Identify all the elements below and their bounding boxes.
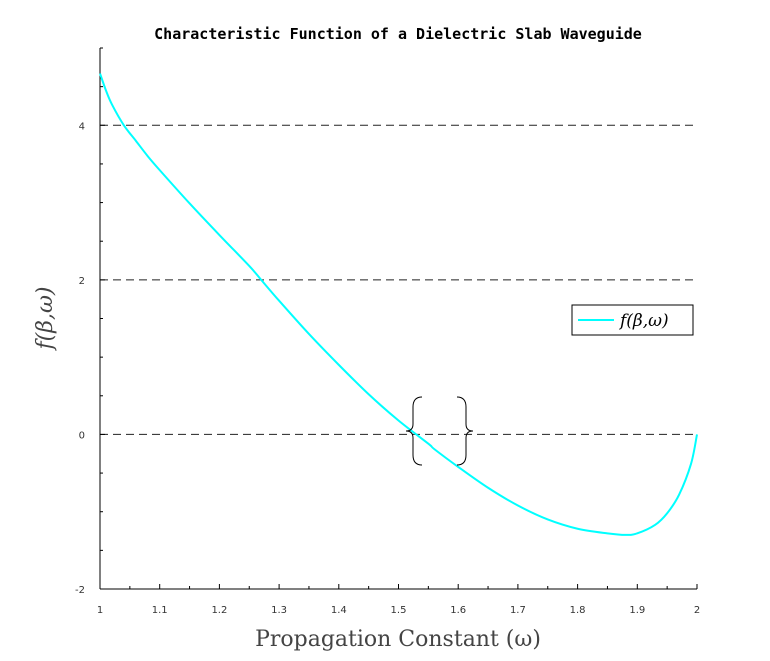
y-tick-label: 2: [79, 276, 85, 287]
y-tick-label: 0: [79, 430, 85, 441]
series-line-f-beta-omega: [99, 73, 698, 536]
x-tick-label: 1.1: [152, 605, 168, 616]
y-axis-label: f(β,ω): [33, 287, 58, 352]
x-tick-label: 1.9: [629, 605, 645, 616]
legend: f(β,ω): [571, 304, 694, 336]
x-ticks: 1 1.1 1.2 1.3 1.4 1.5 1.6 1.7 1.8 1.9 2: [97, 584, 700, 616]
x-tick-label: 1: [97, 605, 103, 616]
x-tick-label: 1.2: [211, 605, 227, 616]
legend-label: f(β,ω): [618, 311, 669, 331]
x-tick-label: 1.4: [331, 605, 347, 616]
x-tick-label: 1.5: [391, 605, 407, 616]
left-brace: [405, 396, 423, 466]
chart-title: Characteristic Function of a Dielectric …: [154, 25, 642, 43]
x-tick-label: 1.7: [510, 605, 526, 616]
x-tick-label: 1.3: [271, 605, 287, 616]
brace-annotation: [405, 396, 474, 466]
x-tick-label: 1.8: [570, 605, 586, 616]
grid-lines: [100, 124, 697, 435]
x-tick-label: 1.6: [450, 605, 466, 616]
x-axis-label: Propagation Constant (ω): [255, 627, 541, 652]
x-tick-label: 2: [694, 605, 700, 616]
y-tick-label: -2: [75, 585, 85, 596]
y-tick-label: 4: [79, 121, 85, 132]
right-brace: [456, 396, 474, 466]
y-ticks: -2 0 2 4: [75, 47, 105, 596]
